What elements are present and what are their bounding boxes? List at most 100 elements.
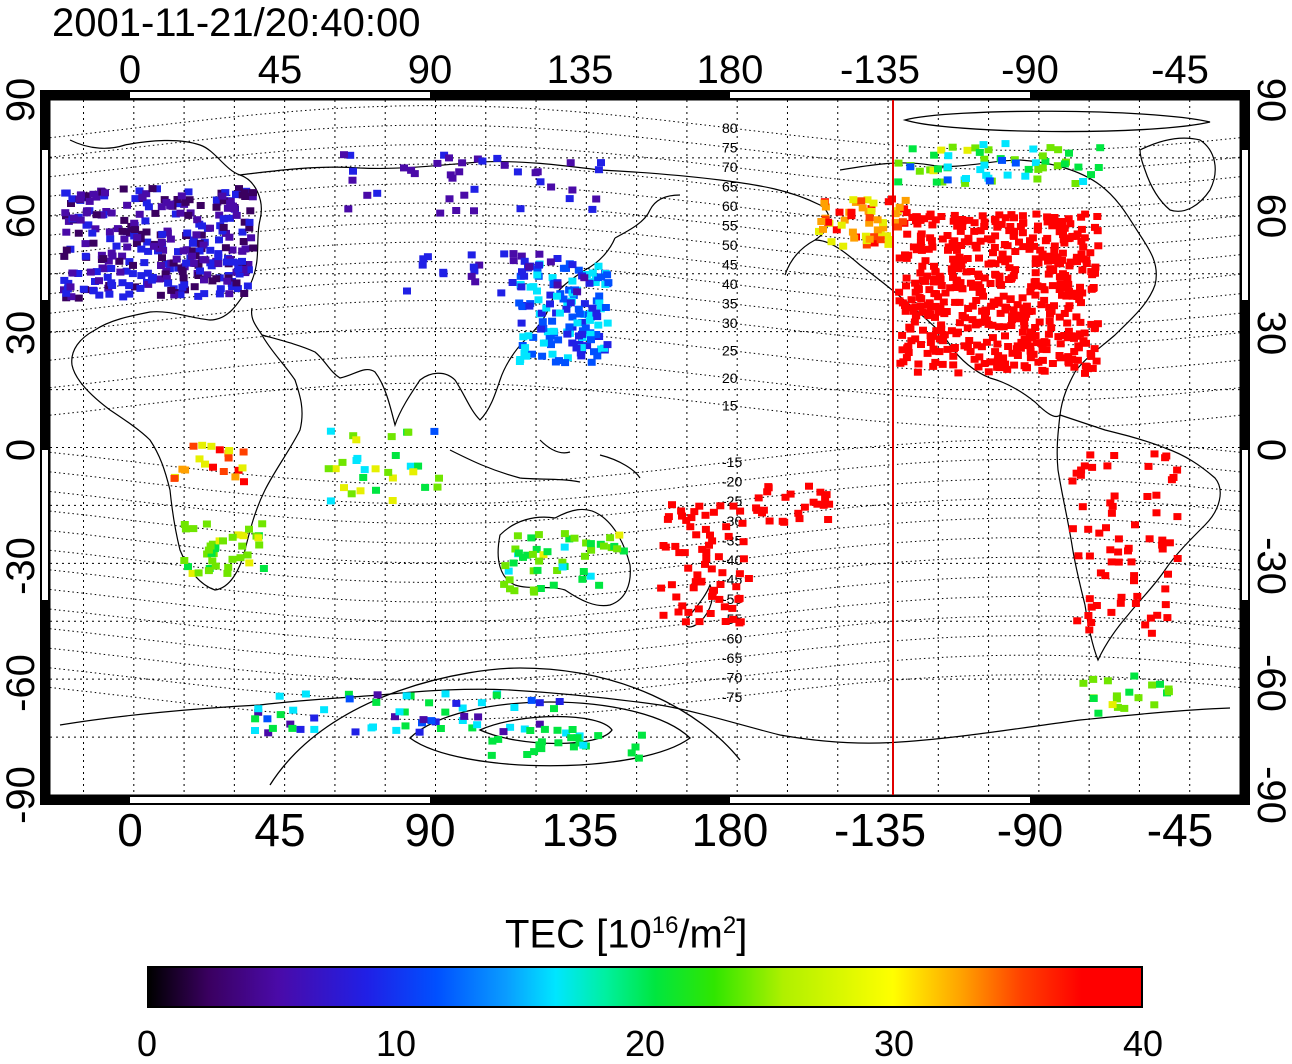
tec-sample: [944, 243, 953, 251]
tec-sample: [132, 240, 141, 247]
tec-sample: [587, 336, 595, 344]
tec-sample: [1112, 695, 1121, 703]
tec-sample: [729, 502, 738, 510]
tec-sample: [104, 257, 113, 265]
tec-sample: [62, 189, 71, 197]
tec-sample: [588, 304, 597, 312]
tec-sample: [668, 501, 676, 509]
tec-sample: [219, 468, 228, 475]
tec-sample: [1079, 178, 1088, 185]
tec-sample: [229, 205, 238, 213]
tec-sample: [978, 212, 987, 220]
tec-sample: [533, 566, 542, 574]
tec-sample: [904, 349, 913, 356]
tec-sample: [1064, 280, 1073, 288]
tec-sample: [578, 575, 587, 583]
tec-sample: [924, 245, 933, 253]
tec-sample: [950, 345, 958, 353]
tec-sample: [898, 218, 907, 226]
left-lat-label: 60: [0, 194, 43, 239]
tec-sample: [908, 145, 917, 153]
contour-label: -40: [722, 552, 742, 568]
tec-sample: [594, 262, 603, 270]
tec-sample: [909, 307, 918, 315]
tec-sample: [513, 532, 522, 540]
tec-sample: [119, 185, 128, 193]
tec-sample: [1031, 269, 1040, 277]
tec-sample: [786, 490, 795, 498]
tec-sample: [916, 232, 925, 240]
tec-sample: [1058, 249, 1067, 257]
tec-sample: [171, 210, 180, 218]
tec-sample: [931, 347, 940, 355]
tec-sample: [580, 310, 589, 318]
tec-sample: [937, 282, 946, 289]
tec-sample: [928, 221, 937, 229]
tec-sample: [500, 580, 509, 588]
tec-sample: [595, 299, 604, 307]
tec-sample: [901, 302, 909, 309]
bottom-lon-label: 135: [542, 804, 619, 856]
tec-sample: [560, 543, 569, 551]
tec-sample: [95, 291, 104, 299]
tec-sample: [1096, 144, 1105, 152]
tec-sample: [720, 603, 729, 611]
tec-sample: [1019, 243, 1028, 251]
tec-sample: [244, 261, 253, 268]
tec-sample: [212, 203, 221, 211]
tec-sample: [1025, 245, 1034, 253]
tec-sample: [218, 192, 227, 200]
tec-sample: [794, 509, 803, 517]
top-lon-label: 45: [258, 48, 303, 92]
bottom-lon-label: -90: [997, 804, 1063, 856]
tec-sample: [857, 197, 866, 205]
tec-sample: [1001, 360, 1010, 368]
tec-sample: [1145, 535, 1154, 543]
tec-sample: [701, 511, 710, 519]
tec-sample: [984, 368, 993, 376]
tec-sample: [553, 726, 562, 734]
tec-sample: [1072, 469, 1081, 477]
tec-sample: [691, 578, 700, 586]
tec-sample: [701, 525, 710, 533]
tec-sample: [930, 262, 938, 270]
tec-sample: [568, 313, 577, 321]
tec-sample: [392, 726, 401, 734]
tec-sample: [81, 240, 90, 248]
tec-sample: [144, 280, 153, 288]
tec-sample: [540, 725, 549, 733]
tec-sample: [119, 293, 128, 301]
tec-sample: [817, 218, 826, 225]
tec-sample: [729, 615, 738, 623]
tec-sample: [189, 442, 198, 450]
tec-sample: [1114, 558, 1123, 566]
tec-sample: [180, 557, 189, 564]
tec-sample: [1141, 621, 1150, 629]
tec-sample: [721, 618, 730, 625]
tec-sample: [1058, 218, 1066, 225]
tec-sample: [1073, 356, 1082, 364]
tec-sample: [218, 227, 227, 235]
tec-sample: [222, 258, 231, 266]
tec-sample: [590, 348, 598, 356]
tec-sample: [943, 176, 952, 184]
tec-sample: [1068, 525, 1077, 533]
tec-sample: [553, 281, 562, 289]
tec-sample: [202, 520, 211, 528]
tec-sample: [108, 252, 117, 260]
tec-sample: [906, 163, 915, 171]
tec-sample: [1056, 340, 1065, 348]
tec-sample: [1116, 599, 1125, 607]
tec-sample: [835, 208, 844, 216]
tec-sample: [918, 276, 927, 284]
tec-sample: [525, 263, 533, 271]
tec-sample: [116, 268, 125, 276]
tec-sample: [247, 234, 256, 242]
tec-sample: [204, 546, 213, 554]
tec-sample: [240, 218, 249, 226]
tec-sample: [172, 200, 181, 208]
tec-sample: [254, 534, 263, 542]
contour-line: [49, 537, 1241, 583]
tec-sample: [1020, 318, 1029, 326]
tec-sample: [535, 250, 544, 258]
